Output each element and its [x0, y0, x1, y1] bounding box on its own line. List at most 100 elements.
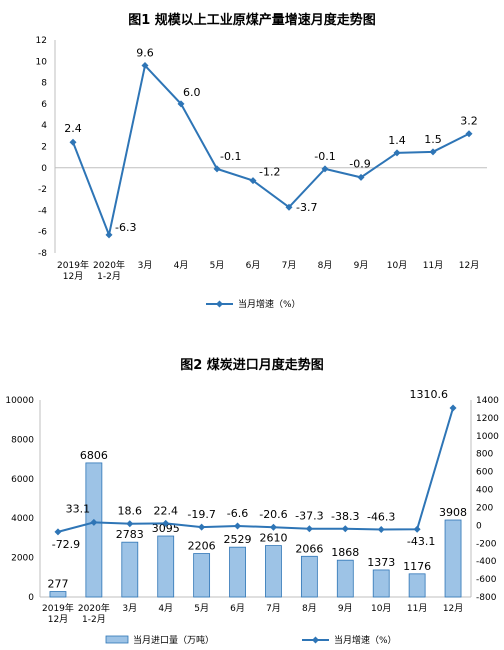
chart1-y-tick: 0	[41, 164, 47, 174]
chart2-point	[90, 518, 98, 526]
chart2-line-label: -38.3	[331, 510, 359, 523]
chart2-x-tick: 3月	[122, 603, 137, 614]
chart1-point	[429, 148, 437, 156]
chart2-bar	[300, 555, 318, 598]
chart1-x-tick: 3月	[138, 260, 153, 271]
chart2-point	[413, 525, 421, 533]
chart1-y-tick: 2	[41, 143, 47, 153]
chart2-x-tick: 2019年 12月	[42, 602, 74, 625]
chart2-bar-label: 1176	[403, 560, 431, 573]
chart1-data-label: 3.2	[460, 115, 478, 128]
chart2-right-tick: 1400	[476, 396, 499, 406]
chart1-legend-marker	[216, 300, 223, 308]
chart2-right-tick: 1000	[476, 432, 499, 442]
chart2-bar	[372, 569, 390, 598]
chart2-right-tick: 0	[476, 521, 482, 531]
chart2-bar-label: 1868	[331, 546, 359, 559]
chart2-bar-label: 277	[47, 578, 68, 591]
chart1-data-label: 2.4	[64, 122, 82, 135]
chart1-y-tick: -4	[38, 206, 47, 216]
chart2-left-tick: 4000	[11, 514, 34, 524]
chart2-bar	[444, 519, 462, 598]
chart2-line-label: -46.3	[367, 511, 395, 524]
chart2-x-tick: 8月	[302, 603, 317, 614]
chart2-bar	[336, 559, 354, 598]
chart1-data-label: -1.2	[259, 166, 280, 179]
chart2-bar	[49, 591, 67, 598]
chart1-point	[213, 165, 221, 173]
chart1-data-label: 1.4	[388, 134, 406, 147]
chart1-y-tick: 6	[41, 100, 47, 110]
chart2-title: 图2 煤炭进口月度走势图	[180, 358, 324, 373]
chart2-bar	[408, 573, 426, 598]
chart1-point	[393, 149, 401, 157]
chart2-left-tick: 10000	[5, 396, 34, 406]
chart2-point	[162, 519, 170, 527]
chart2-point	[54, 528, 62, 536]
chart2-bar-label: 2529	[224, 533, 252, 546]
chart2-line-label: 1310.6	[410, 388, 449, 401]
chart2-line-label: 22.4	[153, 504, 178, 517]
chart1-data-label: -0.1	[314, 150, 335, 163]
chart1-x-tick: 2019年 12月	[57, 259, 89, 282]
chart1-point	[285, 203, 293, 211]
chart2-bar-label: 2066	[295, 542, 323, 555]
chart2-bar-label: 6806	[80, 449, 108, 462]
chart2-line-label: -6.6	[227, 507, 248, 520]
chart2-point	[234, 522, 242, 530]
chart1-title: 图1 规模以上工业原煤产量增速月度走势图	[128, 13, 376, 28]
chart1-point	[465, 130, 473, 138]
chart2-point	[198, 523, 206, 531]
chart2-left-tick: 6000	[11, 475, 34, 485]
chart1-point	[321, 165, 329, 173]
chart2-right-tick: 1200	[476, 414, 499, 424]
chart1-data-label: -6.3	[115, 221, 136, 234]
chart1-data-label: 9.6	[136, 47, 154, 60]
chart2-bar-label: 2206	[188, 540, 216, 553]
chart2-bar	[157, 535, 175, 598]
chart2-right-tick: 400	[476, 486, 493, 496]
chart1-point	[249, 177, 257, 185]
chart2-left-tick: 0	[28, 593, 34, 603]
chart2-x-tick: 9月	[338, 603, 353, 614]
chart1-x-tick: 7月	[282, 260, 297, 271]
chart1-point	[177, 100, 185, 108]
chart1-x-tick: 8月	[318, 260, 333, 271]
chart2-line-label: 18.6	[118, 505, 143, 518]
chart2-x-tick: 4月	[158, 603, 173, 614]
chart1-data-label: 6.0	[183, 86, 201, 99]
chart2-legend-bar-swatch	[105, 635, 129, 644]
chart2-x-tick: 2020年 1-2月	[78, 602, 110, 625]
chart2-right-tick: 200	[476, 503, 493, 513]
chart1-point	[105, 231, 113, 239]
chart2-legend-marker	[312, 636, 319, 644]
chart2-x-tick: 6月	[230, 603, 245, 614]
chart1-x-tick: 10月	[387, 260, 407, 271]
chart2-left-tick: 8000	[11, 435, 34, 445]
chart1-series-line	[72, 63, 470, 239]
chart1-x-tick: 6月	[246, 260, 261, 271]
chart1-data-label: -3.7	[296, 201, 317, 214]
chart2-legend-bar-label: 当月进口量（万吨）	[133, 634, 214, 646]
chart2-point	[305, 525, 313, 533]
chart1-x-tick: 9月	[354, 260, 369, 271]
chart2-point	[341, 525, 349, 533]
chart2-bar	[193, 553, 211, 598]
chart1-y-tick: 4	[41, 121, 47, 131]
chart2-line-label: -43.1	[407, 535, 435, 548]
chart1-x-tick: 11月	[423, 260, 443, 271]
chart1-x-tick: 12月	[459, 260, 479, 271]
chart2-bar-label: 2783	[116, 528, 144, 541]
chart2-right-tick: -200	[476, 539, 497, 549]
chart2-bar	[121, 541, 139, 598]
chart2-line-label: -19.7	[187, 508, 215, 521]
chart2-bar-label: 1373	[367, 556, 395, 569]
chart1-data-label: -0.1	[220, 150, 241, 163]
chart1-x-tick: 5月	[210, 260, 225, 271]
chart2-x-tick: 7月	[266, 603, 281, 614]
chart1-y-tick: 12	[36, 36, 47, 46]
chart1-point	[69, 138, 77, 146]
chart2-right-tick: -800	[476, 593, 497, 603]
chart2-point	[377, 526, 385, 534]
